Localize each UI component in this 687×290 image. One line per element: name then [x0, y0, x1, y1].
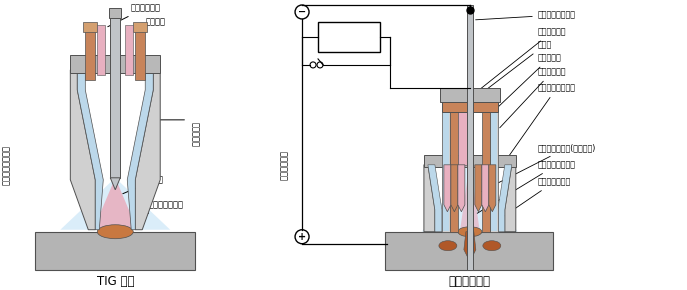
Bar [490, 110, 498, 232]
Text: +: + [298, 232, 306, 242]
Bar [491, 111, 497, 231]
Polygon shape [422, 162, 518, 232]
Text: コレット: コレット [137, 17, 166, 33]
Polygon shape [489, 165, 496, 212]
Text: キーホールモード: キーホールモード [477, 160, 576, 213]
Bar [443, 111, 449, 231]
Bar [83, 22, 98, 32]
Ellipse shape [439, 241, 457, 251]
Bar [125, 25, 133, 75]
Bar [450, 110, 458, 232]
Ellipse shape [98, 225, 133, 239]
Polygon shape [93, 178, 137, 230]
Text: プラズマガス: プラズマガス [475, 28, 566, 93]
Text: プラズマ溶接: プラズマ溶接 [449, 275, 491, 288]
Bar [458, 110, 468, 165]
Text: シールドガス: シールドガス [499, 67, 566, 128]
Polygon shape [464, 232, 476, 262]
Polygon shape [111, 178, 120, 190]
Bar [442, 100, 498, 112]
Polygon shape [482, 165, 489, 212]
Bar [111, 15, 120, 178]
Bar [424, 155, 516, 167]
Bar [109, 8, 122, 18]
Text: 主アーク電源: 主アーク電源 [280, 150, 289, 180]
Polygon shape [505, 165, 516, 232]
Polygon shape [460, 162, 480, 232]
Text: タングステン電極: タングステン電極 [475, 10, 576, 20]
Bar [467, 5, 473, 270]
Bar [442, 110, 450, 232]
Text: ナメ付けモード: ナメ付けモード [137, 200, 183, 219]
Ellipse shape [458, 227, 482, 237]
Bar [440, 88, 500, 102]
Polygon shape [424, 165, 435, 232]
Polygon shape [444, 165, 451, 212]
Polygon shape [60, 178, 170, 230]
Text: ナメ付けモード: ナメ付けモード [492, 177, 571, 224]
Polygon shape [70, 70, 95, 230]
Polygon shape [458, 165, 465, 212]
Text: プラズマアーク(電流通路): プラズマアーク(電流通路) [477, 143, 596, 193]
Bar [385, 232, 553, 270]
Bar [135, 30, 145, 80]
Text: バイロット
アーク電源: バイロット アーク電源 [337, 27, 361, 47]
Bar [35, 232, 195, 270]
Bar [482, 110, 490, 232]
Text: 母材: 母材 [56, 247, 66, 256]
Text: 水冷ノズル: 水冷ノズル [492, 53, 561, 113]
Polygon shape [135, 70, 160, 230]
Text: シールドキャップ: シールドキャップ [506, 84, 576, 160]
Polygon shape [127, 70, 153, 230]
Text: 母材: 母材 [400, 247, 411, 256]
Text: タングステン電極: タングステン電極 [2, 145, 11, 185]
Bar [133, 22, 147, 32]
Polygon shape [451, 165, 458, 212]
Polygon shape [428, 165, 442, 232]
Bar [318, 22, 380, 52]
Bar [85, 30, 95, 80]
Polygon shape [78, 70, 103, 230]
Text: ガスノズル: ガスノズル [191, 122, 200, 147]
Polygon shape [498, 165, 512, 232]
Text: シールドガス: シールドガス [108, 3, 160, 27]
Ellipse shape [483, 241, 501, 251]
Polygon shape [475, 165, 482, 212]
Text: TIG 溶接: TIG 溶接 [96, 275, 134, 288]
Bar [98, 25, 105, 75]
Text: アーク: アーク [123, 175, 164, 194]
Text: −: − [298, 7, 306, 17]
Text: 冷却水: 冷却水 [475, 40, 552, 98]
Bar [70, 55, 160, 73]
